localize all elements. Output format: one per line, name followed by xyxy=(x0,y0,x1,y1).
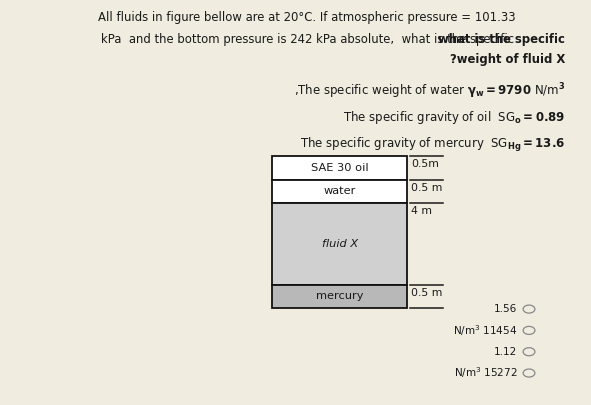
Text: N/m$^3$ 15272: N/m$^3$ 15272 xyxy=(454,366,517,380)
Text: 1.56: 1.56 xyxy=(494,304,517,314)
Text: 0.5 m: 0.5 m xyxy=(411,183,443,193)
Text: N/m$^3$ 11454: N/m$^3$ 11454 xyxy=(453,323,517,338)
Text: 4 m: 4 m xyxy=(411,206,433,216)
Text: The specific gravity of mercury  SG$_\mathbf{Hg}$$\mathbf{= 13.6}$: The specific gravity of mercury SG$_\mat… xyxy=(300,136,565,154)
Text: 1.12: 1.12 xyxy=(494,347,517,357)
Text: 0.5 m: 0.5 m xyxy=(411,288,443,298)
Text: 0.5m: 0.5m xyxy=(411,160,439,169)
Text: ,The specific weight of water $\mathbf{\gamma_w}$$\mathbf{= 9790}$ N/m$\mathbf{^: ,The specific weight of water $\mathbf{\… xyxy=(294,82,565,101)
Text: kPa  and the bottom pressure is 242 kPa absolute,  what is the specific: kPa and the bottom pressure is 242 kPa a… xyxy=(100,33,514,46)
Text: SAE 30 oil: SAE 30 oil xyxy=(311,163,368,173)
Bar xyxy=(272,285,407,308)
Text: The specific gravity of oil  SG$_\mathbf{o}$$\mathbf{= 0.89}$: The specific gravity of oil SG$_\mathbf{… xyxy=(343,109,565,126)
Bar xyxy=(272,203,407,285)
Text: what is the specific: what is the specific xyxy=(438,33,565,46)
Bar xyxy=(272,156,407,179)
Text: mercury: mercury xyxy=(316,291,363,301)
Text: fluid X: fluid X xyxy=(322,239,358,249)
Text: All fluids in figure bellow are at 20°C. If atmospheric pressure = 101.33: All fluids in figure bellow are at 20°C.… xyxy=(99,11,516,24)
Text: ?weight of fluid X: ?weight of fluid X xyxy=(450,53,565,66)
Bar xyxy=(272,179,407,203)
Text: water: water xyxy=(323,186,356,196)
